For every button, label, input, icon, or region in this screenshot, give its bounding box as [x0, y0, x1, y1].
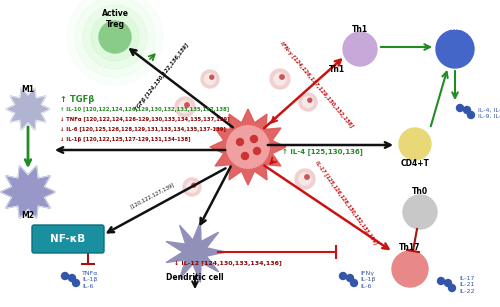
Circle shape: [250, 135, 258, 142]
Circle shape: [444, 37, 466, 60]
Text: TGFβ [124,130,122,136,139]: TGFβ [124,130,122,136,139]: [134, 42, 190, 112]
Circle shape: [350, 39, 370, 59]
Circle shape: [410, 202, 430, 222]
Circle shape: [299, 173, 311, 185]
Text: ↑ TGFβ: ↑ TGFβ: [60, 95, 94, 103]
Circle shape: [83, 5, 147, 69]
Circle shape: [204, 74, 216, 84]
Circle shape: [392, 251, 428, 287]
Circle shape: [456, 104, 464, 111]
Circle shape: [299, 93, 317, 111]
Text: Th1: Th1: [329, 64, 345, 73]
Text: Th0: Th0: [412, 188, 428, 196]
Circle shape: [254, 147, 260, 154]
Text: Active
Treg: Active Treg: [102, 9, 128, 29]
Circle shape: [91, 13, 139, 61]
Circle shape: [242, 153, 248, 160]
Text: IL-17 [125,126,128,130,132,133,139]: IL-17 [125,126,128,130,132,133,139]: [314, 160, 378, 246]
Text: ↓ IL-1β [120,122,125,127-129,131,134-138]: ↓ IL-1β [120,122,125,127-129,131,134-138…: [60, 137, 190, 142]
Circle shape: [302, 97, 314, 107]
Circle shape: [403, 195, 437, 229]
Polygon shape: [0, 166, 56, 218]
Text: ↑ IL-10 [120,122,124,126,129,130,132,133,135,137,138]: ↑ IL-10 [120,122,124,126,129,130,132,133…: [60, 107, 229, 111]
Circle shape: [68, 274, 75, 282]
Circle shape: [192, 183, 196, 187]
Circle shape: [236, 138, 244, 146]
Text: CD4+T: CD4+T: [400, 158, 430, 168]
Text: NF-κB: NF-κB: [50, 234, 86, 244]
Text: IL-17
IL-21
IL-22: IL-17 IL-21 IL-22: [459, 276, 474, 294]
Circle shape: [270, 69, 290, 89]
Text: Th1: Th1: [352, 25, 368, 33]
Text: Dendritic cell: Dendritic cell: [166, 273, 224, 282]
Circle shape: [343, 32, 377, 66]
Circle shape: [464, 107, 470, 114]
Circle shape: [468, 111, 474, 119]
Circle shape: [75, 0, 155, 77]
Circle shape: [62, 273, 68, 279]
Polygon shape: [210, 109, 286, 185]
Circle shape: [106, 27, 124, 47]
Circle shape: [72, 279, 80, 286]
FancyBboxPatch shape: [32, 225, 104, 253]
Text: IFNγ
IL-1β
IL-6: IFNγ IL-1β IL-6: [360, 271, 376, 289]
Text: IFN-γ [124,126,127,129,130,132,138]: IFN-γ [124,126,127,129,130,132,138]: [278, 41, 353, 129]
Text: TNFα
IL-1β
IL-6: TNFα IL-1β IL-6: [82, 271, 98, 289]
Text: [120,122,127,139]: [120,122,127,139]: [129, 181, 175, 209]
Text: Th17: Th17: [399, 243, 421, 252]
Circle shape: [227, 126, 269, 168]
Text: M2: M2: [22, 212, 35, 220]
Circle shape: [280, 75, 284, 79]
Polygon shape: [6, 88, 50, 130]
Circle shape: [201, 70, 219, 88]
Text: Th2: Th2: [447, 22, 463, 32]
Circle shape: [183, 178, 201, 196]
Text: ↑ IL-4 [125,130,136]: ↑ IL-4 [125,130,136]: [282, 149, 362, 156]
Circle shape: [340, 273, 346, 279]
Circle shape: [99, 21, 131, 53]
Circle shape: [350, 279, 358, 286]
Circle shape: [186, 182, 198, 192]
Circle shape: [448, 285, 456, 292]
Circle shape: [185, 103, 189, 107]
Circle shape: [305, 175, 309, 179]
Text: ↓ IL-6 [120,125,126,128,129,131,133,134,135,137-139]: ↓ IL-6 [120,125,126,128,129,131,133,134,…: [60, 126, 226, 131]
Circle shape: [179, 101, 191, 113]
Circle shape: [346, 274, 354, 282]
Circle shape: [274, 73, 286, 85]
Circle shape: [295, 169, 315, 189]
Circle shape: [399, 128, 431, 160]
Text: ↓ TNFα [120,122,124,126-129,130,133,134,135,137,139]: ↓ TNFα [120,122,124,126-129,130,133,134,…: [60, 116, 230, 122]
Circle shape: [438, 278, 444, 285]
Circle shape: [436, 30, 474, 68]
Circle shape: [444, 279, 452, 286]
Text: IL-4, IL-5,
IL-9, IL-13: IL-4, IL-5, IL-9, IL-13: [478, 107, 500, 119]
Text: M1: M1: [22, 84, 35, 94]
Text: ↓ IL-12 [124,130,133,134,136]: ↓ IL-12 [124,130,133,134,136]: [174, 260, 282, 266]
Circle shape: [210, 75, 214, 79]
Circle shape: [406, 134, 424, 154]
Circle shape: [175, 97, 195, 117]
Circle shape: [308, 98, 312, 102]
Circle shape: [399, 258, 421, 280]
Polygon shape: [166, 222, 226, 282]
